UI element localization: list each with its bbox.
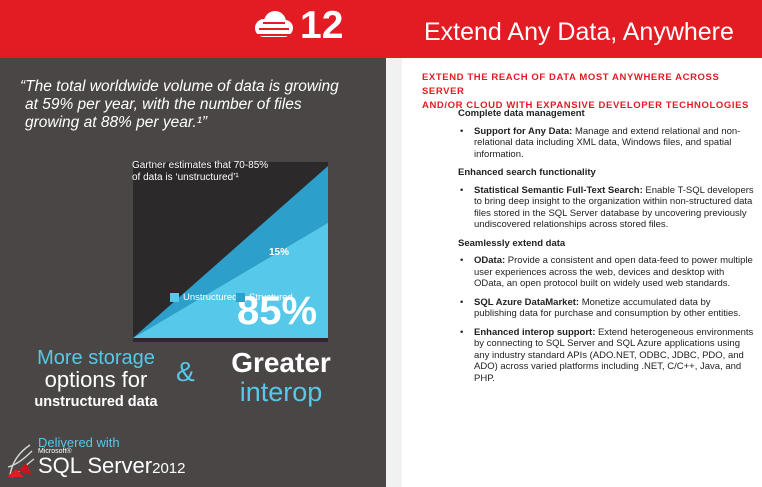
feature-bullet: SQL Azure DataMarket: Monetize accumulat… [458, 297, 754, 320]
legend-label: Structured [249, 292, 293, 303]
feature-name: Support for Any Data: [474, 125, 573, 137]
product-version: 2012 [152, 460, 186, 477]
callout-line: options for [44, 367, 148, 392]
section-title: Seamlessly extend data [458, 237, 566, 249]
callout-line: Greater [231, 347, 331, 378]
gartner-line: of data is ‘unstructured’¹ [132, 172, 239, 183]
legend-label: Unstructured [183, 292, 238, 303]
feature-list: Complete data management Support for Any … [458, 108, 754, 391]
feature-description: Monetize accumulated data by publishing … [474, 296, 741, 320]
right-panel: EXTEND THE REACH OF DATA MOST ANYWHERE A… [402, 58, 762, 487]
feature-bullet: Support for Any Data: Manage and extend … [458, 126, 754, 161]
feature-bullet: OData: Provide a consistent and open dat… [458, 255, 754, 290]
feature-name: OData: [474, 255, 506, 266]
product-name: SQL Server [38, 453, 153, 478]
feature-bullet: Statistical Semantic Full-Text Search: E… [458, 185, 754, 231]
gartner-note: Gartner estimates that 70-85% of data is… [132, 160, 302, 184]
delivered-with: Delivered with [38, 435, 120, 450]
feature-name: Statistical Semantic Full-Text Search: [474, 184, 643, 196]
legend-swatch [170, 292, 179, 302]
area-structured [133, 166, 328, 338]
gartner-line: Gartner estimates that 70-85% [132, 160, 269, 171]
feature-name: Enhanced interop support: [474, 326, 596, 338]
feature-description: Extend heterogeneous environments by con… [474, 326, 754, 384]
feature-description: Manage and extend relational and non-rel… [474, 125, 741, 160]
heading-line: AND/OR CLOUD WITH EXPANSIVE DEVELOPER TE… [422, 100, 749, 111]
left-panel: “The total worldwide volume of data is g… [0, 58, 386, 487]
page-number: 12 [300, 4, 344, 47]
legend-swatch [236, 292, 245, 302]
sql-server-wordmark: SQL Server2012 [38, 454, 186, 481]
quote-line: growing at 88% per year.¹” [25, 114, 208, 131]
quote-line: at 59% per year, with the number of file… [25, 96, 302, 113]
ampersand: & [176, 356, 195, 387]
callout-line: interop [239, 377, 323, 407]
greater-interop-callout: Greater interop [226, 347, 336, 407]
microsoft-mark: Microsoft® [38, 448, 72, 455]
more-storage-callout: More storage options for unstructured da… [26, 348, 166, 413]
callout-line: More storage [37, 347, 155, 369]
area-unstructured [133, 222, 328, 338]
quote: “The total worldwide volume of data is g… [20, 78, 370, 132]
feature-bullet: Enhanced interop support: Extend heterog… [458, 327, 754, 385]
feature-description: Provide a consistent and open data-feed … [474, 255, 753, 289]
cloud-icon [255, 11, 293, 37]
feature-description: Enable T-SQL developers to bring deep in… [474, 184, 754, 231]
section-title: Enhanced search functionality [458, 167, 596, 178]
header-bar: 12 Extend Any Data, Anywhere [0, 0, 762, 58]
section-title: Complete data management [458, 108, 585, 119]
page-title: Extend Any Data, Anywhere [424, 18, 734, 46]
legend-item-structured: Structured [236, 292, 293, 303]
data-share-chart: 15% 85% [133, 162, 328, 342]
legend-item-unstructured: Unstructured [170, 292, 237, 303]
heading-line: EXTEND THE REACH OF DATA MOST ANYWHERE A… [422, 72, 720, 97]
callout-line: unstructured data [34, 394, 158, 410]
divider [386, 58, 402, 487]
section-heading: EXTEND THE REACH OF DATA MOST ANYWHERE A… [422, 71, 757, 113]
data-label-structured: 15% [269, 247, 289, 258]
feature-name: SQL Azure DataMarket: [474, 296, 580, 308]
data-label-unstructured: 85% [237, 289, 317, 333]
quote-line: “The total worldwide volume of data is g… [20, 78, 339, 95]
sql-server-logo-icon [7, 444, 35, 478]
